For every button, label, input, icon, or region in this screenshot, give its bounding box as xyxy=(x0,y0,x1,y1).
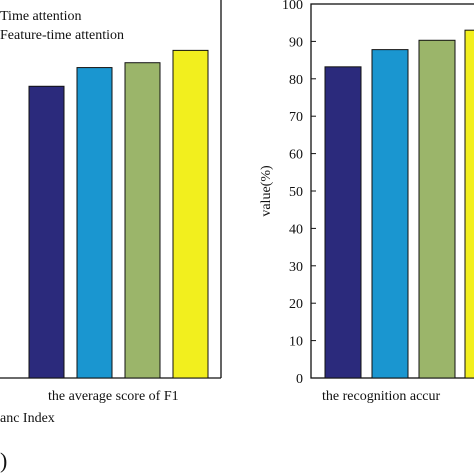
left-x-axis-title: anc Index xyxy=(0,411,55,426)
right-bar-2 xyxy=(371,49,409,379)
right-y-tick-label: 60 xyxy=(289,148,303,163)
left-bar-1 xyxy=(28,85,65,379)
right-bar-3 xyxy=(418,39,456,379)
right-y-tick-label: 100 xyxy=(282,0,303,13)
left-chart: Time attention Feature-time attention th… xyxy=(0,0,222,426)
left-bars xyxy=(28,49,209,379)
left-bar-2 xyxy=(76,67,113,379)
right-chart: 0 10 20 30 40 50 60 70 80 90 100 value(%) the reco… xyxy=(259,0,474,404)
left-legend-entry-2: Feature-time attention xyxy=(0,28,124,43)
right-y-ticks: 0 10 20 30 40 50 60 70 80 90 100 xyxy=(282,0,316,387)
left-category-label: the average score of F1 xyxy=(48,389,179,404)
left-bar-4 xyxy=(172,49,209,379)
right-y-tick-label: 40 xyxy=(289,222,303,237)
left-legend-entry-1: Time attention xyxy=(0,9,82,24)
right-y-axis-title: value(%) xyxy=(259,165,274,217)
right-y-tick-label: 30 xyxy=(289,260,303,275)
left-bar-3 xyxy=(124,62,161,379)
right-y-tick-label: 90 xyxy=(289,35,303,50)
right-y-tick-label: 10 xyxy=(289,335,303,350)
right-y-tick-label: 70 xyxy=(289,110,303,125)
right-bar-4 xyxy=(464,29,474,379)
right-y-tick-label: 50 xyxy=(289,185,303,200)
right-y-tick-label: 0 xyxy=(296,372,303,387)
right-y-tick-label: 80 xyxy=(289,73,303,88)
right-y-tick-label: 20 xyxy=(289,297,303,312)
right-bar-1 xyxy=(324,66,362,379)
right-bars xyxy=(324,29,474,379)
right-category-label: the recognition accur xyxy=(322,389,441,404)
panel-label: ) xyxy=(0,448,7,473)
